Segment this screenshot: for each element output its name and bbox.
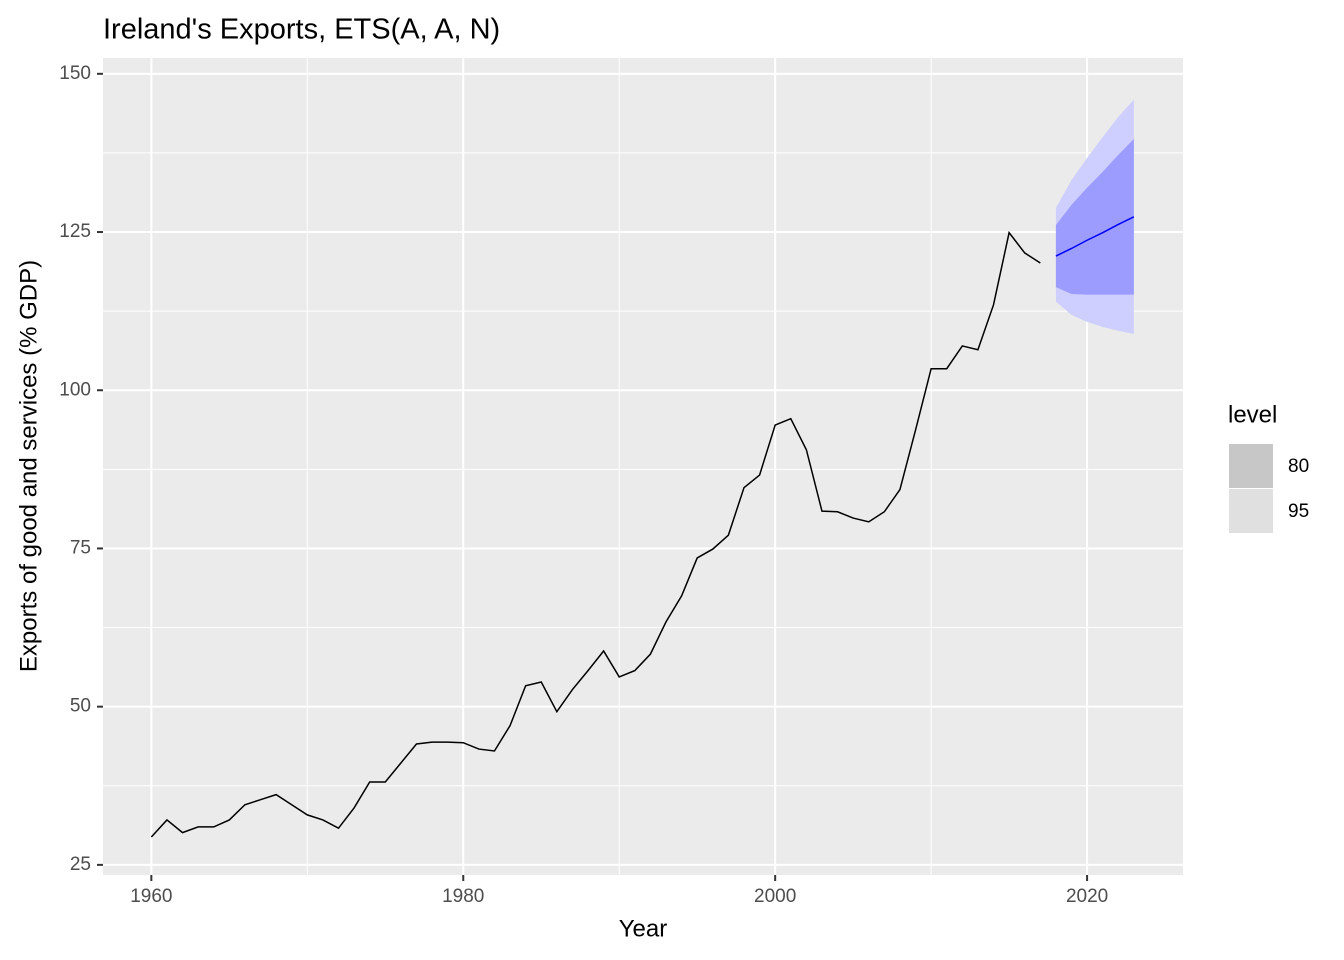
marks bbox=[150, 99, 1135, 838]
legend-key bbox=[1229, 489, 1273, 533]
x-tick-label: 1980 bbox=[442, 886, 484, 907]
y-tick-label: 25 bbox=[70, 854, 91, 875]
axes: 1960 1980 2000 2020 25 50 75 100 125 150 bbox=[59, 63, 1108, 907]
x-tick-label: 2000 bbox=[754, 886, 796, 907]
x-axis-title: Year bbox=[619, 915, 668, 942]
forecast-line bbox=[1055, 216, 1135, 257]
y-tick-label: 125 bbox=[59, 221, 91, 242]
y-tick-label: 50 bbox=[70, 696, 91, 717]
forecast-band bbox=[1055, 139, 1134, 295]
x-tick-label: 1960 bbox=[130, 886, 172, 907]
y-axis-title: Exports of good and services (% GDP) bbox=[15, 260, 42, 672]
y-tick-label: 100 bbox=[59, 379, 91, 400]
legend-key bbox=[1229, 444, 1273, 488]
x-tick-label: 2020 bbox=[1066, 886, 1108, 907]
legend-title: level bbox=[1228, 401, 1277, 428]
y-tick-label: 75 bbox=[70, 537, 91, 558]
legend-label: 80 bbox=[1288, 456, 1309, 477]
chart-title: Ireland's Exports, ETS(A, A, N) bbox=[103, 14, 500, 46]
series-line bbox=[150, 230, 1041, 838]
y-tick-label: 150 bbox=[59, 63, 91, 84]
legend-label: 95 bbox=[1288, 501, 1309, 522]
panel bbox=[103, 58, 1183, 875]
